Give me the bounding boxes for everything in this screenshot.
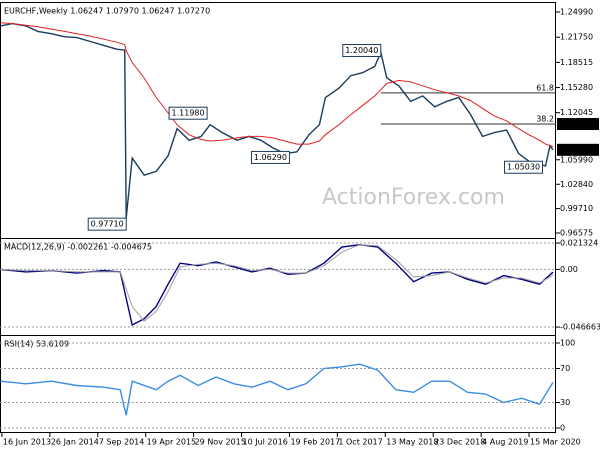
y-tick-label: 100 <box>560 338 575 347</box>
x-tick-label: 13 May 2018 <box>386 438 438 447</box>
series-line <box>0 22 554 147</box>
y-tick-label: 1.15280 <box>560 83 593 92</box>
price-label-box <box>342 44 382 58</box>
x-tick-label: 10 Jul 2016 <box>243 438 288 447</box>
axis-marker <box>557 143 599 156</box>
y-tick-label: 70 <box>560 364 570 373</box>
price-label-box <box>168 106 208 120</box>
y-tick-label: 0 <box>560 423 565 432</box>
y-tick-label: 1.12045 <box>560 108 593 117</box>
y-tick-label: 30 <box>560 398 570 407</box>
y-tick-label: 0.99710 <box>560 204 593 213</box>
y-tick-label: -0.046663 <box>560 323 600 332</box>
level-label: 61.8 <box>536 83 554 92</box>
watermark: ActionForex.com <box>322 185 505 210</box>
plot-frame <box>0 2 556 433</box>
y-tick-label: 1.21750 <box>560 33 593 42</box>
y-tick-label: 0.00 <box>560 265 578 274</box>
x-tick-label: 4 Aug 2019 <box>482 438 528 447</box>
y-tick-label: 1.18515 <box>560 58 593 67</box>
series-line <box>0 363 554 416</box>
x-tick-label: 29 Nov 2015 <box>195 438 246 447</box>
axis-marker-label: 1.10590 <box>560 120 593 129</box>
price-label-box <box>87 217 127 231</box>
x-tick-label: 19 Apr 2015 <box>147 438 196 447</box>
price-label: 1.11980 <box>172 109 205 118</box>
x-tick-label: 16 Jun 2013 <box>3 438 51 447</box>
level-label: 38.2 <box>536 115 554 124</box>
price-label: 1.06290 <box>254 153 287 162</box>
price-label: 1.20040 <box>345 46 378 55</box>
x-tick-label: 26 Jan 2014 <box>51 438 99 447</box>
axis-marker <box>557 118 599 131</box>
axis-marker-label: 1.07270 <box>560 145 593 154</box>
x-tick-label: 23 Dec 2018 <box>434 438 485 447</box>
series-line <box>0 22 554 219</box>
price-label: 0.97710 <box>91 220 124 229</box>
x-tick-label: 19 Feb 2017 <box>290 438 340 447</box>
panel-title: MACD(12,26,9) -0.002261 -0.004675 <box>4 243 152 252</box>
panel-title: EURCHF,Weekly 1.06247 1.07970 1.06247 1.… <box>4 7 210 16</box>
panel-title: RSI(14) 53.6109 <box>4 340 69 349</box>
x-tick-label: 7 Sep 2014 <box>99 438 145 447</box>
x-tick-label: 15 Mar 2020 <box>530 438 581 447</box>
x-tick-label: 1 Oct 2017 <box>338 438 382 447</box>
y-tick-label: 0.021324 <box>560 239 598 248</box>
series-line <box>0 244 554 323</box>
price-label-box <box>250 150 290 164</box>
y-tick-label: 1.05990 <box>560 155 593 164</box>
y-tick-label: 1.02840 <box>560 180 593 189</box>
y-tick-label: 1.24990 <box>560 8 593 17</box>
price-label-box <box>504 160 544 174</box>
y-tick-label: 0.96575 <box>560 228 593 237</box>
price-label: 1.05030 <box>507 163 540 172</box>
